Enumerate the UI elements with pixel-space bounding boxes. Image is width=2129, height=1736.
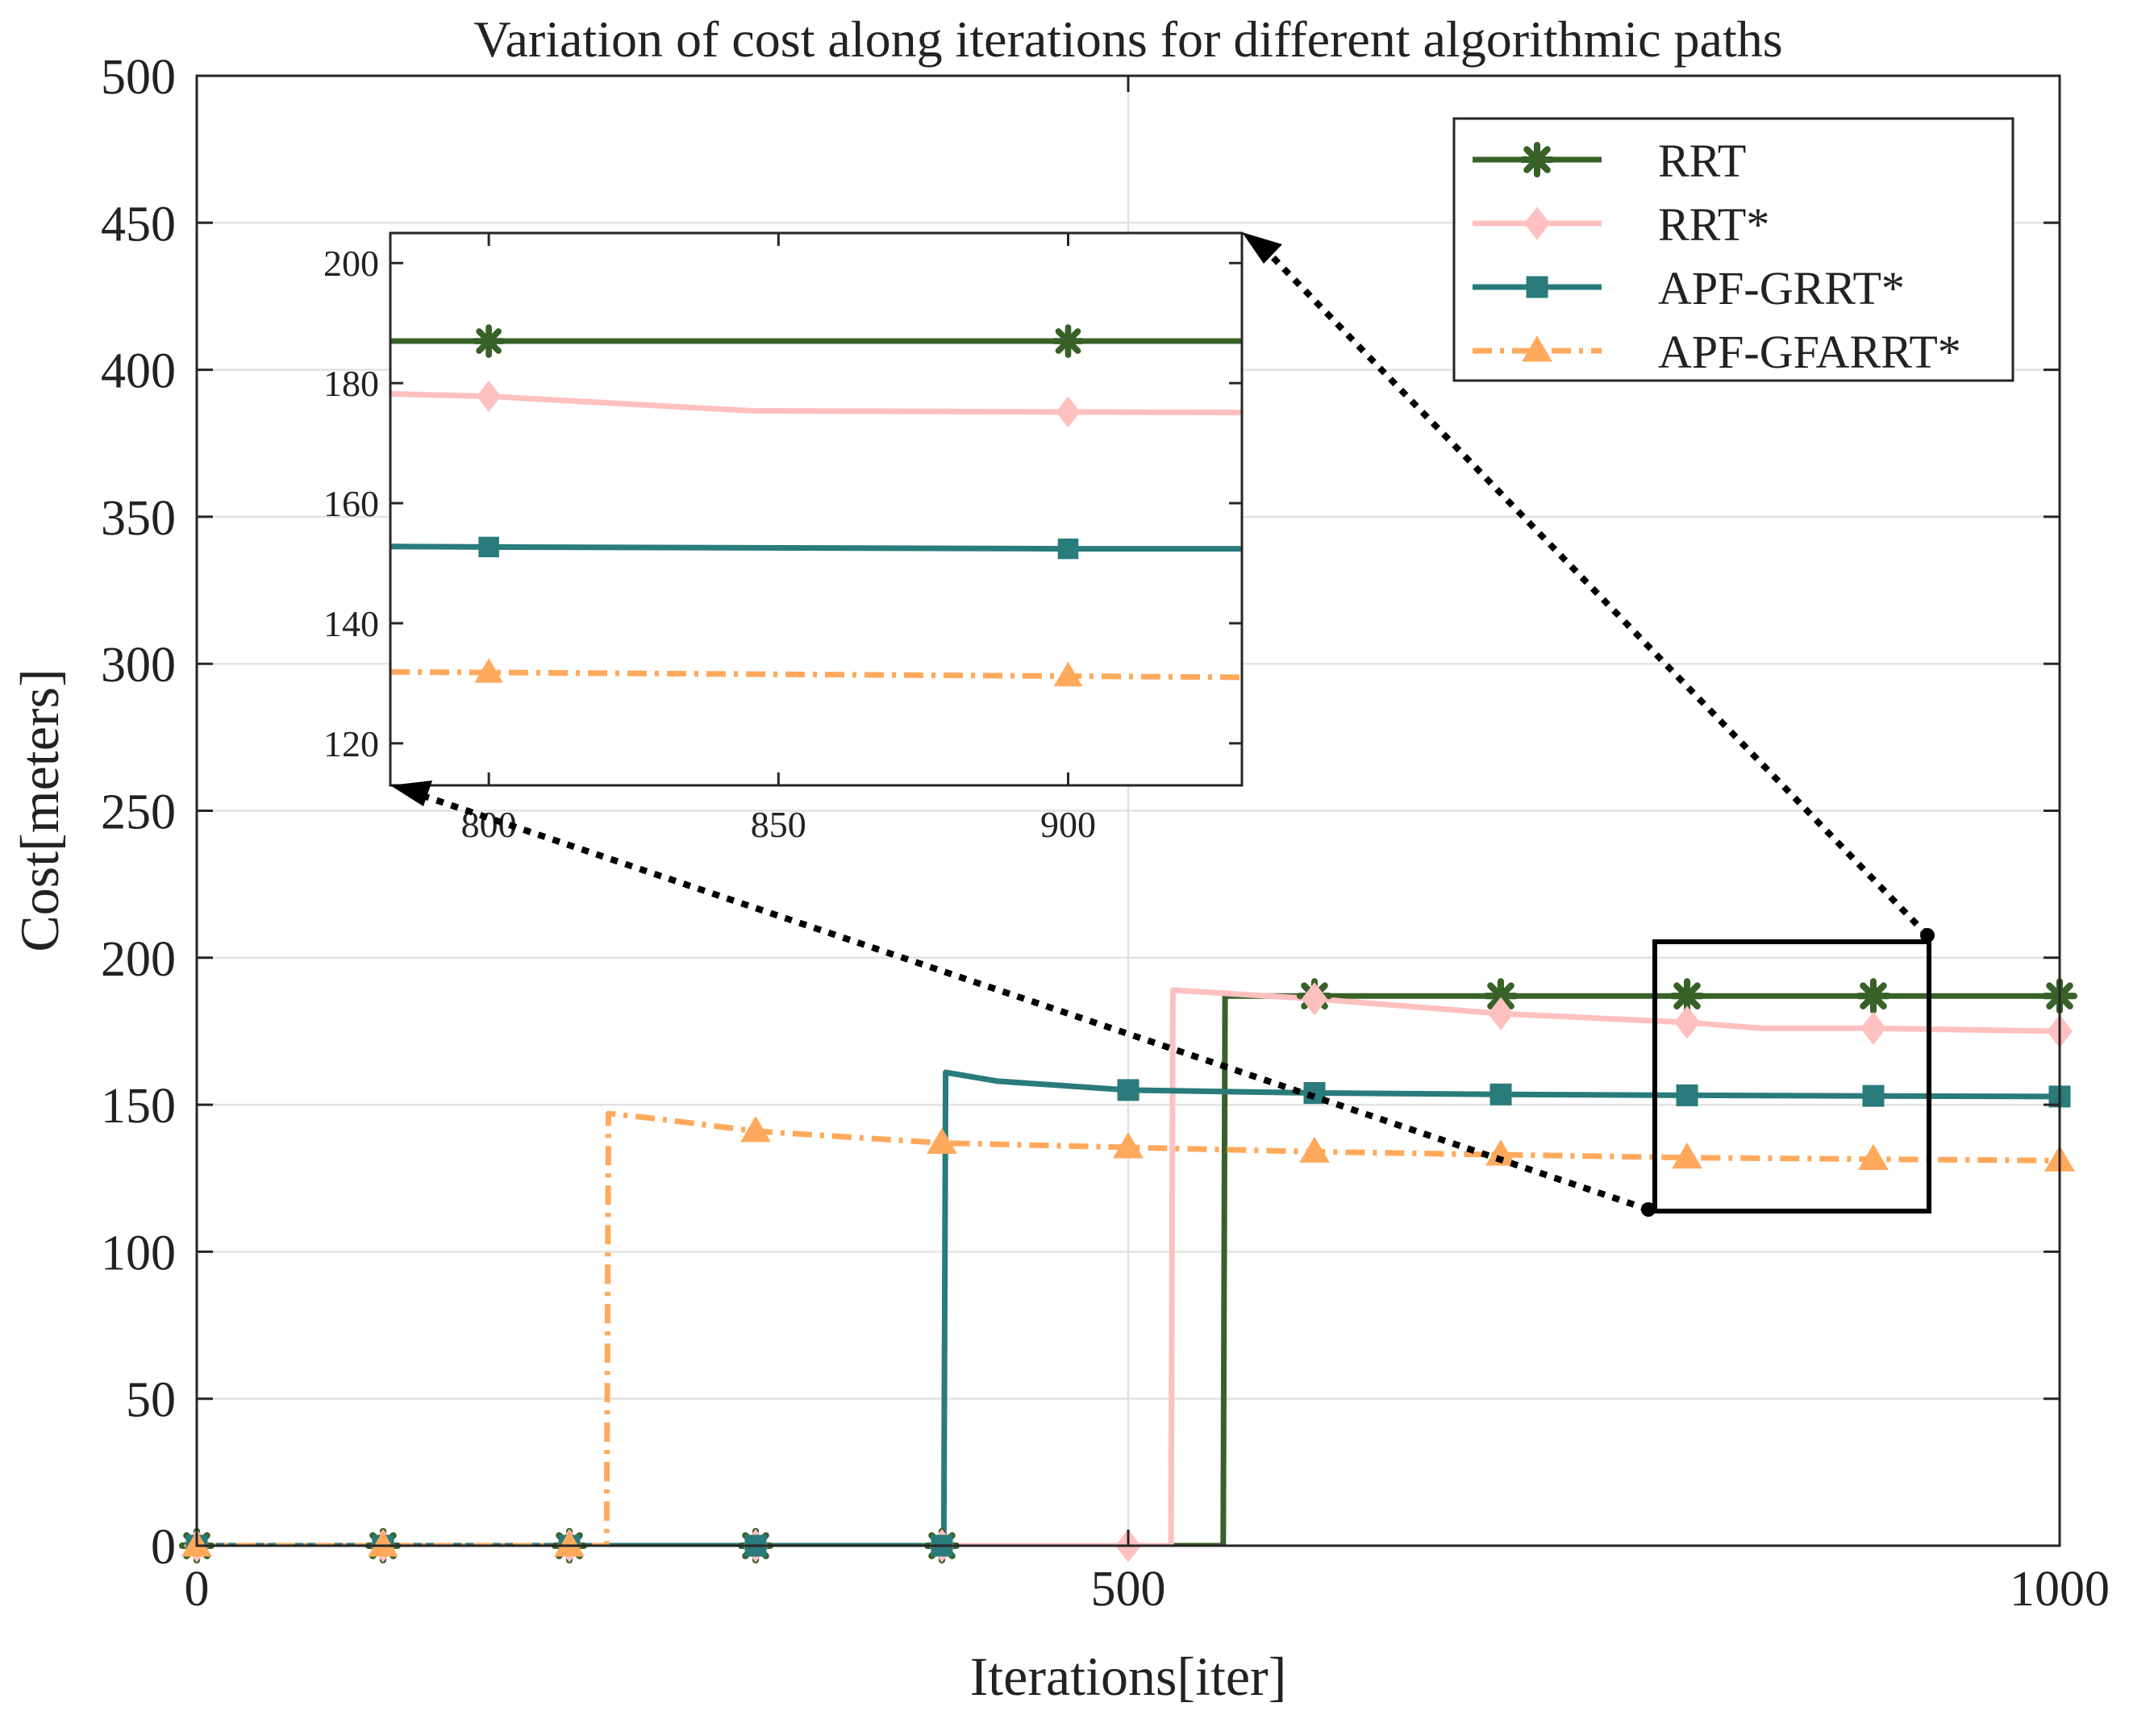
inset-data-point-apf-gfarrt [474, 658, 503, 683]
series-line-rrt [197, 987, 2060, 1546]
legend-label: RRT [1658, 135, 1746, 187]
inset-data-point-apf-grrt [1057, 538, 1079, 560]
zoom-arrow-bottom [410, 789, 1650, 1213]
y-tick-label: 50 [126, 1373, 176, 1428]
y-tick-label: 100 [101, 1226, 176, 1280]
x-tick-label: 1000 [2010, 1562, 2110, 1617]
y-tick-label: 0 [151, 1520, 176, 1575]
y-tick-label: 200 [101, 932, 176, 987]
x-tick-label: 500 [1091, 1562, 1166, 1617]
data-point-apf-gfarrt [927, 1127, 957, 1154]
inset-y-tick-label: 160 [323, 483, 379, 524]
series-markers [178, 978, 2078, 1564]
y-tick-label: 500 [101, 50, 176, 105]
zoom-arrows [390, 232, 1935, 1217]
series-line-apf-gfarrt [197, 1110, 2060, 1546]
inset-x-tick-label: 850 [751, 804, 806, 845]
data-point-apf-gfarrt [554, 1530, 585, 1557]
y-tick-label: 400 [101, 344, 176, 399]
legend-item-apf-gfarrt: APF-GFARRT* [1473, 326, 1961, 378]
y-axis-label: Cost[meters] [9, 668, 70, 951]
data-point-apf-grrt [1862, 1084, 1885, 1107]
zoom-arrow-bottom-dot [1641, 1202, 1656, 1217]
y-tick-label: 300 [101, 638, 176, 693]
legend-label: APF-GFARRT* [1658, 326, 1961, 378]
inset-background [390, 233, 1242, 785]
inset-series-line-rrt [390, 391, 1242, 416]
legend: RRT RRT* APF-GRRT* APF-GFARRT* [1452, 117, 2014, 382]
inset-data-point-rrt [1051, 324, 1085, 358]
inset-data-point-rrt [472, 324, 506, 358]
legend-item-apf-grrt: APF-GRRT* [1473, 262, 1905, 314]
data-point-apf-gfarrt [1858, 1143, 1889, 1171]
inset-y-tick-label: 200 [323, 243, 379, 284]
inset-plot-area [390, 338, 1242, 681]
data-point-apf-grrt [1489, 1083, 1512, 1105]
data-point-apf-grrt [1676, 1084, 1698, 1106]
zoom-arrow-top [1256, 239, 1930, 938]
y-tick-label: 350 [101, 491, 176, 546]
inset-y-tick-label: 180 [323, 363, 379, 404]
data-point-rrt [1488, 997, 1514, 1030]
inset-data-point-rrt [1056, 396, 1081, 428]
inset-data-point-rrt [477, 381, 502, 413]
legend-label: RRT* [1658, 198, 1769, 251]
y-tick-label: 150 [101, 1079, 176, 1134]
y-tick-label: 250 [101, 785, 176, 840]
data-point-apf-gfarrt [740, 1116, 771, 1143]
data-point-rrt [1669, 978, 1706, 1014]
legend-marker [1524, 206, 1550, 240]
zoom-region-box [1652, 939, 1931, 1214]
legend-marker [1526, 276, 1548, 298]
data-point-apf-gfarrt [1672, 1142, 1702, 1169]
data-point-rrt [1482, 978, 1519, 1014]
zoom-arrowhead-top [1242, 232, 1282, 264]
inset-frame [389, 231, 1244, 787]
data-point-apf-grrt [1117, 1079, 1139, 1101]
inset-series-line-apf-grrt [390, 543, 1242, 552]
inset-y-tick-label: 120 [323, 723, 379, 764]
legend-marker [1522, 335, 1552, 362]
data-point-apf-gfarrt [1485, 1139, 1516, 1166]
data-point-apf-gfarrt [368, 1530, 398, 1557]
inset-y-tick-label: 140 [323, 603, 379, 644]
legend-label: APF-GRRT* [1658, 262, 1905, 314]
x-tick-label: 0 [185, 1562, 210, 1617]
inset-data-point-apf-grrt [478, 536, 499, 558]
inset-markers [472, 324, 1085, 687]
inset-data-point-apf-gfarrt [1053, 661, 1083, 687]
data-point-apf-grrt [1303, 1082, 1326, 1105]
data-point-rrt [1860, 1011, 1886, 1045]
inset-x-tick-label: 900 [1040, 804, 1096, 845]
x-axis-label: Iterations[iter] [970, 1646, 1287, 1707]
chart-title: Variation of cost along iterations for d… [473, 10, 1782, 68]
legend-item-rrt: RRT* [1473, 198, 1769, 251]
legend-marker [1519, 141, 1556, 178]
zoom-arrowhead-bottom [390, 781, 432, 806]
data-point-apf-gfarrt [1113, 1132, 1144, 1159]
inset-series-line-apf-gfarrt [390, 668, 1242, 681]
legend-item-rrt: RRT [1473, 135, 1746, 187]
data-point-rrt [1302, 982, 1327, 1016]
data-point-apf-gfarrt [1299, 1136, 1330, 1163]
zoom-arrow-top-dot [1920, 928, 1935, 943]
axis-ticks: 0 50 100 150 200 250 300 350 400 450 500 0 500 1000 [101, 50, 2110, 1617]
data-point-rrt [1674, 1005, 1700, 1039]
data-point-rrt [1855, 978, 1892, 1014]
y-tick-label: 450 [101, 197, 176, 252]
